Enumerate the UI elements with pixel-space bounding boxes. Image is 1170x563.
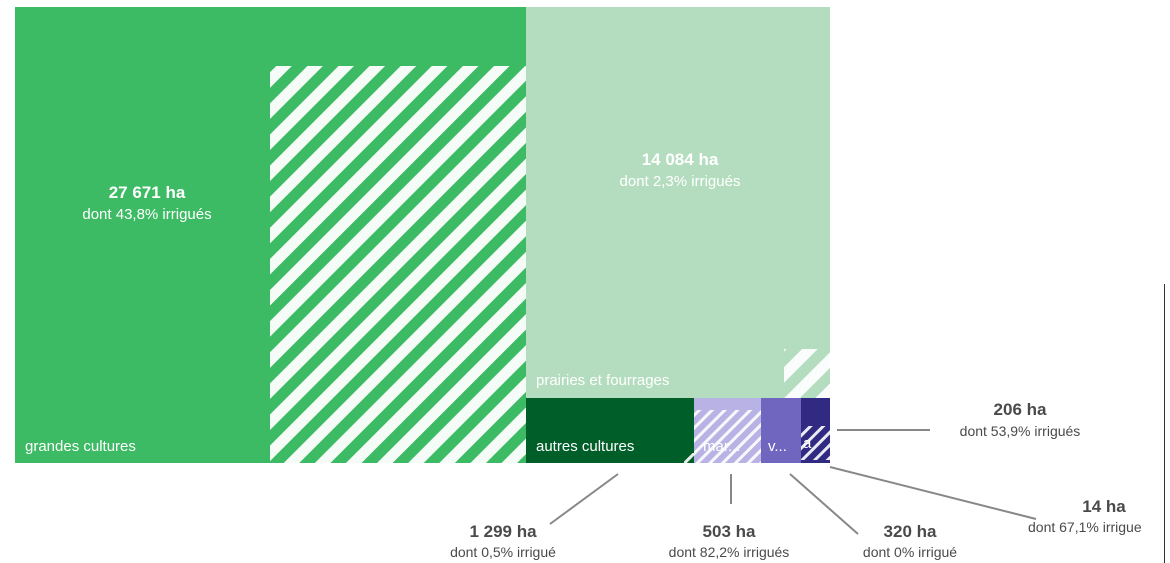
irrigated-grandes-cultures: dont 43,8% irrigués bbox=[82, 206, 211, 223]
irrigated-hatch-mar bbox=[694, 410, 761, 463]
tile-14ha[interactable] bbox=[801, 460, 830, 463]
annotation-503-value: 503 ha bbox=[703, 522, 756, 541]
leader-320 bbox=[789, 473, 859, 535]
irrigated-hatch-grandes-cultures bbox=[270, 66, 526, 463]
right-border-line bbox=[1164, 284, 1165, 563]
irrigated-prairies: dont 2,3% irrigués bbox=[620, 173, 741, 190]
irrigated-hatch-autres-cultures bbox=[684, 453, 694, 463]
annotation-206-value: 206 ha bbox=[994, 400, 1047, 419]
annotation-1299-irrigated: dont 0,5% irrigué bbox=[450, 544, 556, 560]
annotation-14-value: 14 ha bbox=[1082, 497, 1126, 516]
label-mar: mar... bbox=[703, 438, 741, 455]
leader-1299 bbox=[549, 473, 619, 525]
label-a: a bbox=[803, 435, 812, 452]
annotation-320-irrigated: dont 0% irrigué bbox=[863, 544, 957, 560]
label-prairies-et-fourrages: prairies et fourrages bbox=[536, 372, 669, 389]
value-prairies: 14 084 ha bbox=[642, 150, 719, 169]
label-v: v... bbox=[768, 438, 787, 455]
irrigated-hatch-prairies bbox=[784, 349, 830, 398]
annotation-14-irrigated: dont 67,1% irrigue bbox=[1028, 519, 1142, 535]
annotation-503-irrigated: dont 82,2% irrigués bbox=[669, 544, 790, 560]
tile-prairies-et-fourrages[interactable] bbox=[526, 7, 830, 398]
annotation-1299-value: 1 299 ha bbox=[469, 522, 537, 541]
annotation-206-irrigated: dont 53,9% irrigués bbox=[960, 423, 1081, 439]
annotation-320-value: 320 ha bbox=[884, 522, 937, 541]
label-autres-cultures: autres cultures bbox=[536, 438, 634, 455]
value-grandes-cultures: 27 671 ha bbox=[109, 183, 186, 202]
tile-autres-cultures[interactable] bbox=[526, 398, 694, 463]
label-grandes-cultures: grandes cultures bbox=[25, 438, 136, 455]
tile-v[interactable] bbox=[761, 398, 801, 463]
leader-14 bbox=[829, 466, 1037, 520]
irrigated-hatch-a bbox=[801, 426, 830, 460]
